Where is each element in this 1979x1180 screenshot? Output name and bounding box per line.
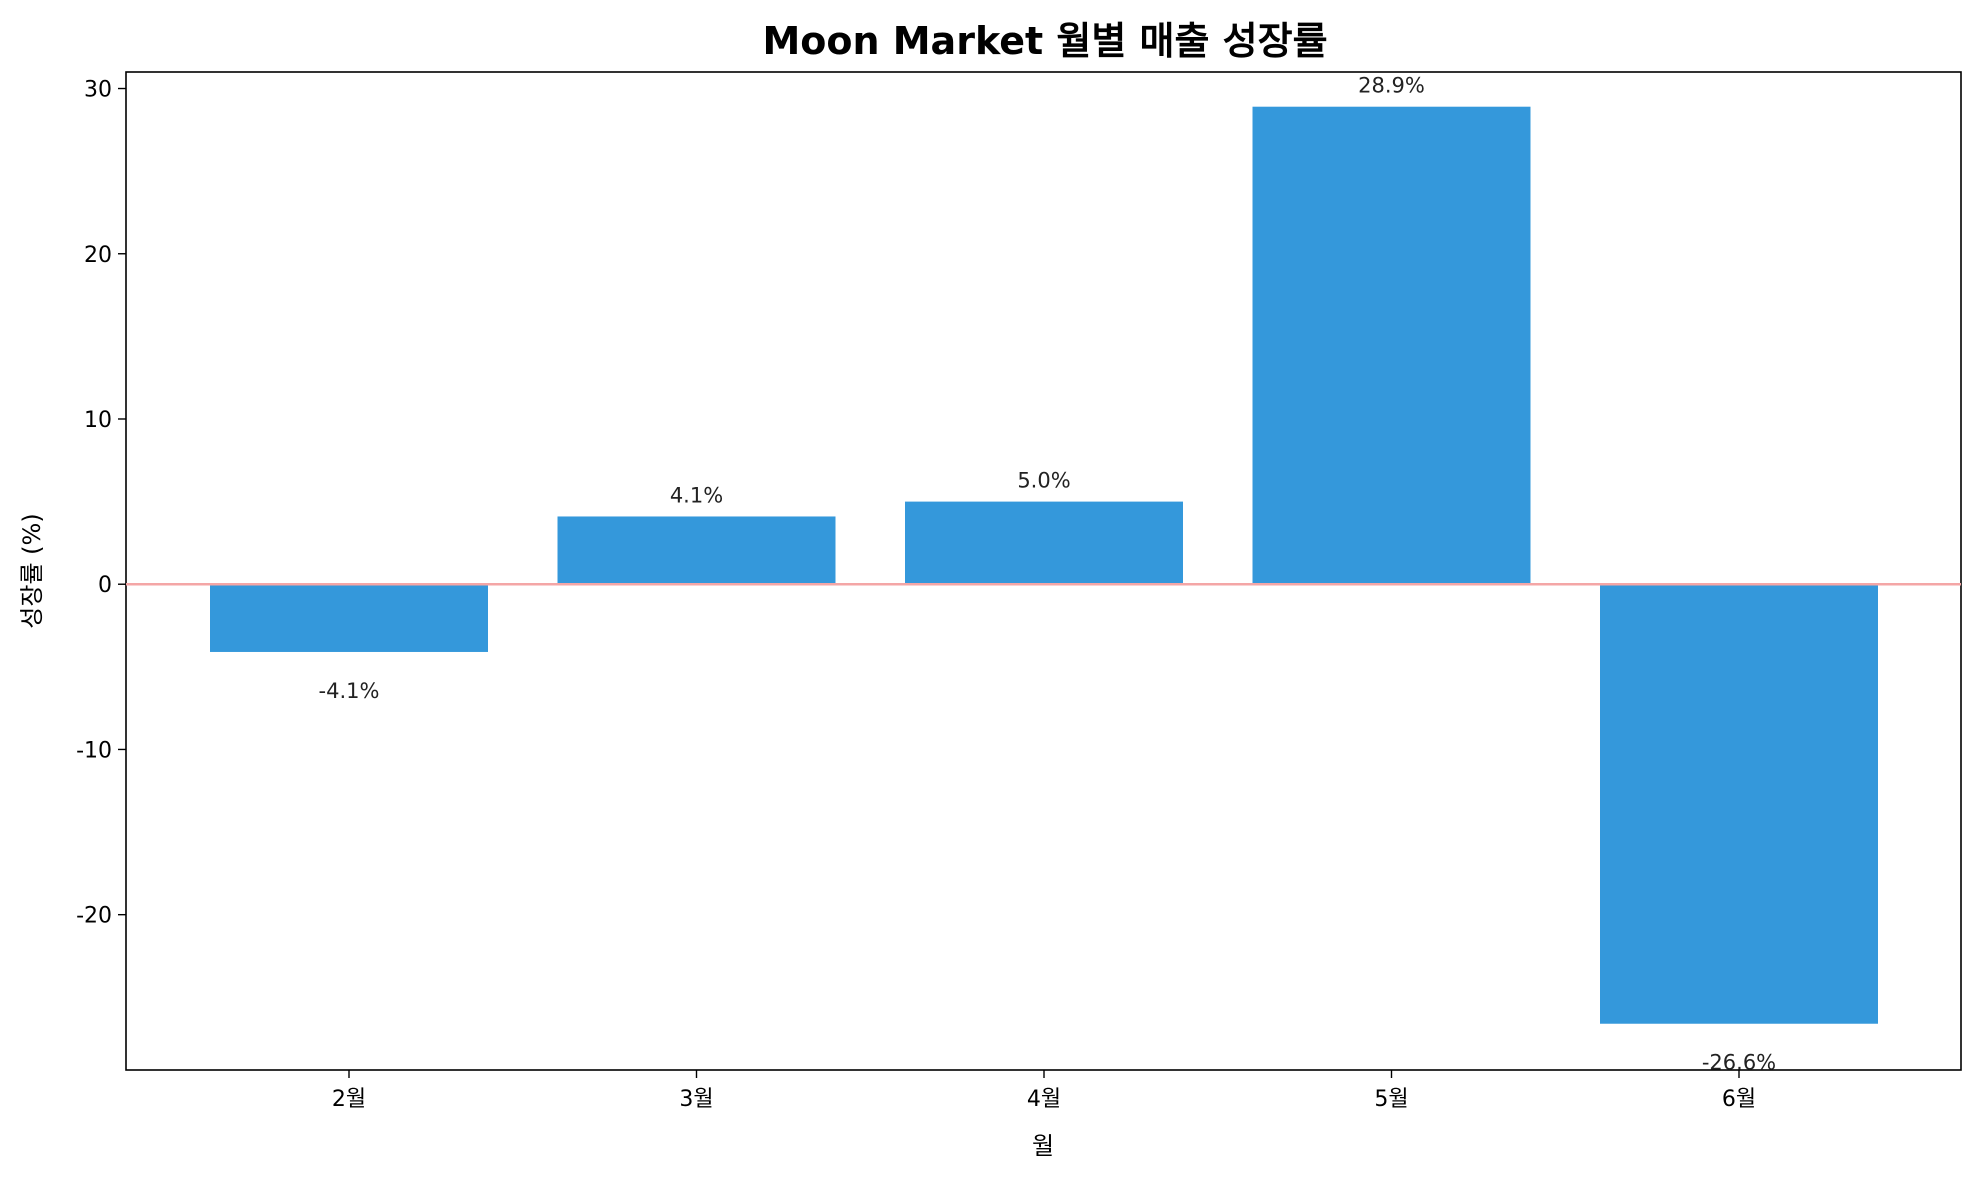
x-tick-label-6월: 6월 — [1722, 1087, 1756, 1112]
y-axis-ticks: -20 -10 0 10 20 30 — [76, 78, 126, 929]
bar-4월 — [905, 501, 1183, 585]
chart-title: Moon Market 월별 매출 성장률 — [762, 19, 1327, 63]
x-tick-label-2월: 2월 — [332, 1087, 366, 1112]
y-tick-label-20: 20 — [84, 243, 112, 268]
bar-5월 — [1252, 106, 1531, 585]
bars-layer — [210, 106, 1878, 1024]
x-axis-label: 월 — [1032, 1132, 1054, 1160]
y-tick-label--10: -10 — [76, 738, 112, 763]
data-label-5월: 28.9% — [1358, 74, 1425, 98]
data-label-4월: 5.0% — [1017, 469, 1070, 493]
bar-2월 — [210, 584, 488, 652]
bar-6월 — [1600, 584, 1878, 1024]
x-tick-label-4월: 4월 — [1027, 1087, 1061, 1112]
data-labels-layer: -4.1%4.1%5.0%28.9%-26.6% — [319, 74, 1777, 1075]
y-tick-label-0: 0 — [98, 573, 112, 598]
data-label-2월: -4.1% — [319, 679, 380, 703]
x-tick-label-3월: 3월 — [679, 1087, 713, 1112]
x-axis-ticks: 2월 3월 4월 5월 6월 — [332, 1070, 1756, 1112]
y-tick-label-30: 30 — [84, 78, 112, 103]
y-tick-label--20: -20 — [76, 904, 112, 929]
y-tick-label-10: 10 — [84, 408, 112, 433]
bar-3월 — [557, 516, 836, 585]
x-tick-label-5월: 5월 — [1374, 1087, 1408, 1112]
data-label-3월: 4.1% — [670, 483, 723, 507]
y-axis-label: 성장률 (%) — [18, 513, 46, 628]
